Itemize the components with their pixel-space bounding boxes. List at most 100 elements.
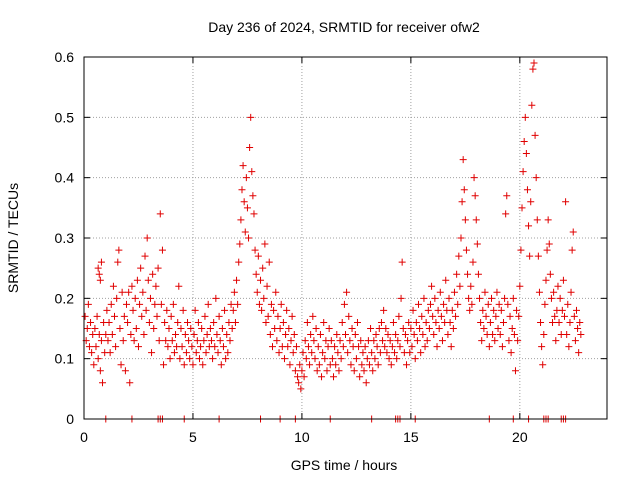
data-point: [567, 288, 575, 296]
data-point: [438, 337, 446, 345]
data-point: [97, 337, 105, 345]
data-point: [114, 258, 122, 266]
data-point: [284, 343, 292, 351]
data-point: [84, 300, 92, 308]
axis-ticks: 0 0.1 0.2 0.3 0.4 0.5 0.6 0 5 10 15 20: [55, 49, 607, 445]
data-point: [411, 355, 419, 363]
data-point: [266, 331, 274, 339]
data-point: [180, 361, 188, 369]
y-tick-label: 0.2: [55, 290, 75, 306]
data-point: [260, 294, 268, 302]
data-point: [564, 300, 572, 308]
data-point: [492, 312, 500, 320]
data-point: [176, 355, 184, 363]
data-point: [104, 337, 112, 345]
data-point: [541, 300, 549, 308]
data-point: [234, 300, 242, 308]
data-point: [169, 300, 177, 308]
data-point: [493, 288, 501, 296]
data-point: [137, 264, 145, 272]
data-point: [262, 318, 270, 326]
chart-title: Day 236 of 2024, SRMTID for receiver ofw…: [208, 19, 480, 35]
data-point: [258, 306, 266, 314]
data-point: [454, 300, 462, 308]
data-point: [231, 318, 239, 326]
data-point: [291, 367, 299, 375]
data-point: [308, 349, 316, 357]
data-point: [424, 306, 432, 314]
data-point: [309, 312, 317, 320]
data-point: [131, 294, 139, 302]
data-point: [185, 337, 193, 345]
data-point: [164, 343, 172, 351]
data-point: [356, 373, 364, 381]
data-point: [238, 186, 246, 194]
data-point: [148, 349, 156, 357]
data-point: [465, 294, 473, 302]
data-point: [240, 198, 248, 206]
data-point: [407, 325, 415, 332]
data-point: [222, 355, 230, 363]
data-point: [108, 331, 116, 339]
y-axis-label: SRMTID / TECUs: [5, 183, 21, 293]
data-point: [202, 349, 210, 357]
data-point: [497, 306, 505, 314]
data-point: [149, 270, 157, 278]
data-point: [274, 312, 282, 320]
data-point: [568, 246, 576, 254]
data-point: [174, 318, 182, 326]
data-point: [162, 337, 170, 345]
data-point: [416, 325, 424, 332]
data-point: [535, 288, 543, 296]
data-point: [335, 367, 343, 375]
data-point: [230, 288, 238, 296]
data-point: [333, 331, 341, 339]
data-point: [570, 312, 578, 320]
data-point: [499, 318, 507, 326]
data-point: [275, 349, 283, 357]
data-point: [430, 331, 438, 339]
data-point: [99, 379, 107, 387]
data-point: [563, 331, 571, 339]
data-point: [94, 264, 102, 272]
data-point: [290, 331, 298, 339]
data-point: [141, 252, 149, 260]
data-point: [304, 343, 312, 351]
data-point: [433, 343, 441, 351]
data-point: [133, 276, 141, 284]
data-point: [136, 300, 144, 308]
data-point: [473, 240, 481, 248]
data-point: [566, 318, 574, 326]
data-point: [95, 331, 103, 339]
data-point: [204, 300, 212, 308]
data-point: [213, 331, 221, 339]
data-point: [124, 318, 132, 326]
data-point: [543, 246, 551, 254]
data-point: [412, 318, 420, 326]
data-point: [513, 306, 521, 314]
data-point: [538, 343, 546, 351]
data-point: [420, 294, 428, 302]
data-point: [408, 343, 416, 351]
data-point: [125, 288, 133, 296]
data-point: [303, 318, 311, 326]
data-point: [289, 349, 297, 357]
data-point: [371, 355, 379, 363]
data-point: [191, 306, 199, 314]
data-point: [90, 361, 98, 369]
data-point: [161, 318, 169, 326]
x-tick-label: 20: [512, 429, 528, 445]
data-point: [351, 331, 359, 339]
data-point: [510, 331, 518, 339]
data-point: [421, 343, 429, 351]
x-tick-label: 5: [189, 429, 197, 445]
data-point: [576, 318, 584, 326]
data-point: [251, 246, 259, 254]
data-point: [474, 270, 482, 278]
data-point: [436, 288, 444, 296]
data-point: [479, 306, 487, 314]
x-tick-label: 0: [80, 429, 88, 445]
data-point: [250, 210, 258, 218]
data-point: [120, 312, 128, 320]
data-point: [307, 331, 315, 339]
